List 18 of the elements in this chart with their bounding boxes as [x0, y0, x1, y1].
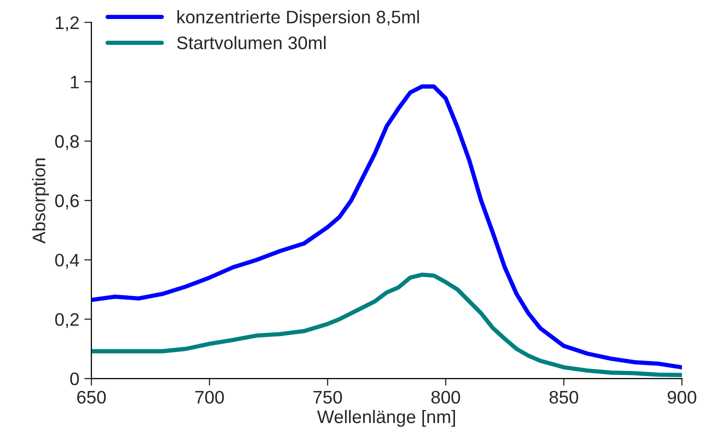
legend-label: konzentrierte Dispersion 8,5ml [177, 10, 419, 27]
line-series [91, 84, 682, 370]
x-axis-title: Wellenlänge [nm] [317, 410, 455, 427]
y-axis-title: Absorption [32, 158, 49, 244]
x-tick-label: 800 [431, 390, 460, 404]
y-tick-label: 0,6 [55, 194, 79, 210]
y-tick-label: 0,8 [55, 135, 79, 150]
x-tick-label: 650 [77, 390, 106, 404]
y-tick-label: 0,2 [55, 313, 79, 328]
x-tick-label: 700 [195, 390, 224, 404]
x-tick-label: 850 [550, 390, 578, 404]
legend-label: Startvolumen 30ml [177, 36, 326, 50]
y-tick-label: 0,4 [55, 254, 80, 269]
y-tick-label: 1,2 [56, 16, 79, 32]
y-tick-label: 0 [70, 372, 79, 386]
y-tick-label: 1 [70, 76, 79, 88]
x-tick-label: 900 [668, 390, 696, 404]
x-tick-label: 750 [313, 390, 342, 404]
